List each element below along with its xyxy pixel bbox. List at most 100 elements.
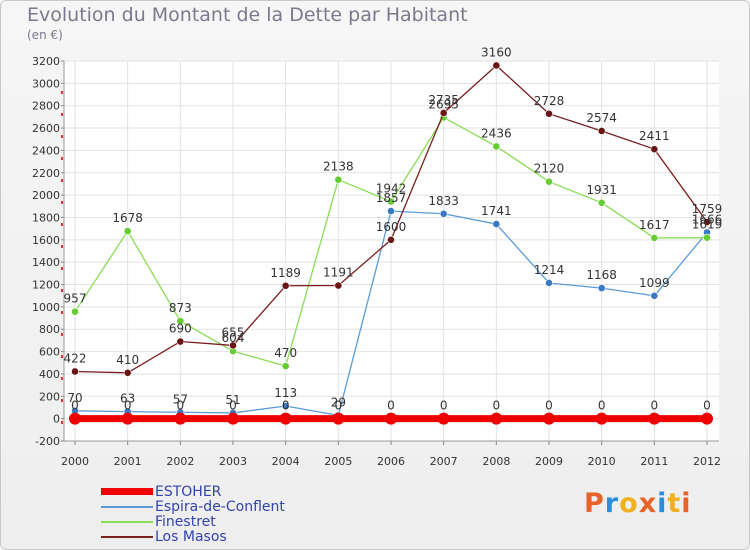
data-label-espira-de-conflent: 1214 [534, 263, 565, 277]
data-label-estoher: 0 [124, 399, 132, 413]
y-tick-label: 3200 [32, 55, 60, 68]
data-point-los-masos [492, 61, 501, 70]
data-point-estoher [437, 412, 450, 425]
data-point-los-masos [229, 341, 237, 350]
data-point-estoher [595, 412, 608, 425]
edge-mark [61, 91, 63, 94]
data-label-los-masos: 2728 [534, 94, 565, 108]
data-label-espira-de-conflent: 70 [67, 391, 82, 405]
edge-mark [61, 267, 63, 270]
x-tick-label: 2003 [219, 455, 247, 468]
legend-label: Espira-de-Conflent [155, 499, 285, 515]
edge-mark [61, 135, 63, 138]
data-label-espira-de-conflent: 57 [173, 392, 188, 406]
y-tick-label: 3000 [32, 77, 60, 90]
data-label-espira-de-conflent: 1666 [692, 212, 723, 226]
data-point-finestret [545, 177, 553, 186]
data-label-los-masos: 1600 [376, 220, 407, 234]
edge-mark [61, 223, 63, 226]
y-tick-label: -200 [35, 435, 60, 448]
data-point-los-masos [545, 109, 553, 118]
series [69, 61, 713, 425]
data-label-finestret: 873 [169, 301, 192, 315]
x-tick-label: 2008 [482, 455, 510, 468]
data-label-espira-de-conflent: 113 [274, 386, 297, 400]
edge-mark [61, 355, 63, 358]
data-label-estoher: 0 [440, 399, 448, 413]
x-tick-label: 2002 [166, 455, 194, 468]
data-label-finestret: 1931 [586, 183, 617, 197]
data-label-finestret: 957 [64, 292, 87, 306]
edge-mark [61, 311, 63, 314]
legend-label: Los Masos [155, 529, 227, 545]
data-point-los-masos [71, 367, 79, 376]
data-label-finestret: 2436 [481, 126, 512, 140]
legend-label: Finestret [155, 514, 216, 530]
axes: -200020040060080010001200140016001800200… [32, 55, 721, 468]
y-tick-label: 400 [39, 368, 60, 381]
data-label-estoher: 0 [71, 399, 79, 413]
y-tick-label: 2200 [32, 167, 60, 180]
edge-mark [61, 179, 63, 182]
data-label-estoher: 0 [651, 399, 659, 413]
data-label-finestret: 604 [222, 331, 245, 345]
data-point-espira-de-conflent [439, 209, 448, 218]
data-label-estoher: 0 [545, 399, 553, 413]
legend-swatch [101, 536, 153, 538]
data-label-los-masos: 2574 [586, 111, 617, 125]
data-label-estoher: 0 [177, 399, 185, 413]
y-tick-label: 800 [39, 323, 60, 336]
x-tick-label: 2010 [588, 455, 616, 468]
data-label-estoher: 0 [598, 399, 606, 413]
y-tick-label: 1600 [32, 234, 60, 247]
data-label-finestret: 2695 [428, 97, 459, 111]
data-label-los-masos: 1191 [323, 266, 354, 280]
data-point-estoher [490, 412, 503, 425]
data-label-los-masos: 1189 [270, 266, 301, 280]
x-tick-label: 2007 [430, 455, 458, 468]
data-point-finestret [703, 233, 711, 242]
legend-item-estoher: ESTOHER [101, 484, 341, 500]
y-tick-label: 2000 [32, 189, 60, 202]
legend-swatch [101, 488, 153, 495]
data-point-estoher [279, 412, 292, 425]
data-label-finestret: 2120 [534, 162, 565, 176]
data-point-finestret [492, 142, 501, 151]
data-label-finestret: 470 [274, 346, 297, 360]
data-point-finestret [123, 227, 132, 236]
edge-mark [61, 421, 63, 424]
edge-mark [61, 333, 63, 336]
data-label-estoher: 0 [493, 399, 501, 413]
legend-item-los-masos: Los Masos [101, 529, 341, 545]
data-label-espira-de-conflent: 1833 [428, 194, 459, 208]
legend-swatch [101, 521, 153, 523]
data-label-los-masos: 1759 [692, 202, 723, 216]
data-point-espira-de-conflent [281, 402, 290, 410]
data-point-espira-de-conflent [597, 284, 606, 293]
y-tick-label: 2400 [32, 144, 60, 157]
x-tick-label: 2005 [324, 455, 352, 468]
data-point-finestret [71, 307, 79, 316]
data-point-estoher [227, 412, 239, 425]
data-label-espira-de-conflent: 1857 [376, 191, 407, 205]
data-label-espira-de-conflent: 51 [225, 393, 240, 407]
data-label-estoher: 0 [282, 399, 290, 413]
data-point-estoher [385, 412, 397, 425]
data-point-estoher [174, 412, 187, 425]
chart-subtitle: (en €) [27, 28, 63, 42]
data-point-estoher [69, 412, 81, 425]
x-tick-label: 2000 [61, 455, 89, 468]
y-tick-label: 2600 [32, 122, 60, 135]
data-point-espira-de-conflent [545, 279, 553, 287]
data-point-los-masos [597, 127, 606, 135]
x-tick-label: 2004 [272, 455, 300, 468]
data-point-estoher [701, 412, 713, 425]
data-point-finestret [387, 197, 395, 206]
x-tick-label: 2011 [640, 455, 668, 468]
chart-title: Evolution du Montant de la Dette par Hab… [27, 4, 468, 26]
grid [64, 60, 719, 442]
data-label-espira-de-conflent: 1099 [639, 276, 670, 290]
data-point-los-masos [334, 281, 343, 290]
data-point-espira-de-conflent [492, 220, 501, 228]
